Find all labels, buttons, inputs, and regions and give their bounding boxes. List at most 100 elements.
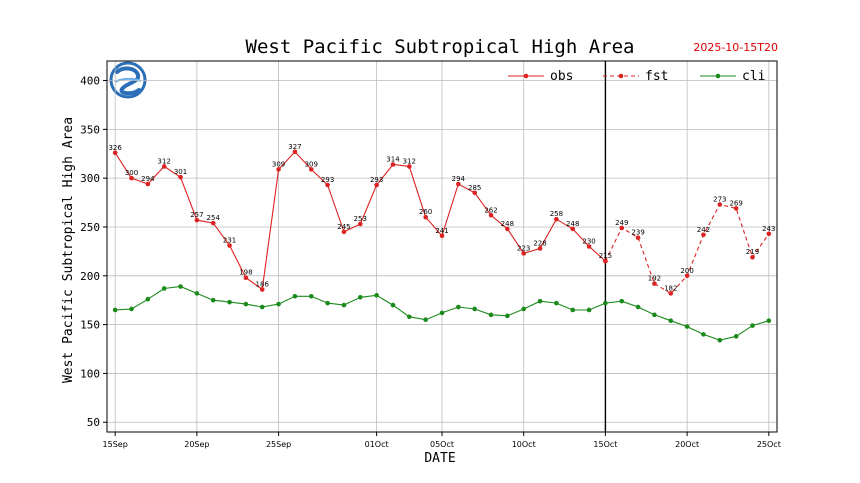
- series-layer: [112, 149, 772, 343]
- x-tick-label: 20Oct: [675, 440, 699, 449]
- series-fst: [603, 202, 772, 296]
- data-label-obs: 198: [239, 269, 252, 277]
- issue-timestamp: 2025-10-15T20: [693, 41, 778, 54]
- x-tick-label: 15Sep: [103, 440, 128, 449]
- y-tick-label: 100: [80, 367, 100, 380]
- data-point-cli: [243, 301, 249, 307]
- data-point-obs: [292, 149, 298, 155]
- data-point-obs: [439, 233, 445, 239]
- x-tick-label: 15Oct: [593, 440, 617, 449]
- data-point-obs: [178, 174, 183, 180]
- data-label-fst: 192: [648, 275, 661, 283]
- data-point-cli: [701, 332, 706, 337]
- y-axis-label: West Pacific Subtropical High Area: [61, 117, 76, 383]
- data-point-fst: [701, 232, 706, 238]
- data-point-cli: [488, 312, 494, 318]
- data-label-obs: 260: [419, 208, 432, 216]
- data-point-cli: [145, 296, 151, 302]
- x-tick-label: 10Oct: [512, 440, 536, 449]
- data-point-cli: [325, 300, 330, 306]
- data-point-cli: [603, 300, 608, 306]
- data-point-obs: [407, 164, 412, 169]
- data-label-fst: 242: [697, 226, 710, 234]
- data-point-cli: [521, 306, 527, 312]
- y-axis-ticks: 50 100 150 200 250 300 350 400: [80, 75, 107, 429]
- data-label-obs: 231: [223, 237, 236, 245]
- data-point-cli: [619, 298, 625, 304]
- x-tick-label: 05Oct: [430, 440, 454, 449]
- y-tick-label: 50: [87, 416, 100, 429]
- data-point-obs: [243, 275, 249, 281]
- data-point-obs: [586, 244, 592, 249]
- data-point-cli: [227, 299, 232, 305]
- y-tick-label: 400: [80, 75, 100, 88]
- data-point-obs: [227, 243, 232, 248]
- data-point-obs: [537, 246, 543, 251]
- data-point-cli: [505, 313, 510, 319]
- data-point-obs: [276, 167, 281, 172]
- data-point-obs: [456, 181, 461, 187]
- grid-lines: [107, 61, 777, 432]
- series-obs: [112, 149, 608, 292]
- data-point-cli: [407, 314, 412, 320]
- data-point-obs: [161, 164, 167, 169]
- data-point-cli: [766, 318, 772, 324]
- y-tick-label: 250: [80, 221, 100, 234]
- data-point-fst: [766, 231, 772, 237]
- data-label-obs: 294: [452, 175, 466, 183]
- data-point-fst: [635, 235, 641, 241]
- data-label-fst: 243: [762, 225, 775, 233]
- data-point-obs: [423, 214, 428, 220]
- data-point-obs: [308, 167, 314, 172]
- legend-marker-fst: [618, 73, 624, 79]
- data-point-obs: [145, 181, 151, 187]
- y-tick-label: 300: [80, 172, 100, 185]
- legend-marker-obs: [523, 73, 529, 79]
- data-label-obs: 186: [256, 280, 270, 288]
- x-axis-ticks: 15Sep 20Sep 25Sep 01Oct 05Oct 10Oct 15Oct 20Oct…: [103, 432, 781, 449]
- data-point-obs: [488, 212, 494, 218]
- data-label-obs: 312: [403, 157, 416, 165]
- series-cli: [112, 284, 772, 343]
- data-label-obs: 245: [337, 223, 350, 231]
- data-label-obs: 230: [582, 238, 595, 246]
- data-point-fst: [717, 202, 723, 207]
- data-point-cli: [390, 302, 396, 308]
- data-label-obs: 312: [158, 157, 171, 165]
- data-point-fst: [733, 206, 739, 211]
- data-point-cli: [210, 297, 216, 303]
- data-point-obs: [505, 226, 510, 232]
- data-point-obs: [210, 220, 216, 226]
- x-tick-label: 20Sep: [184, 440, 209, 449]
- legend-entry-obs: obs: [550, 69, 573, 84]
- x-tick-label: 01Oct: [365, 440, 389, 449]
- data-label-obs: 228: [533, 239, 546, 247]
- data-point-obs: [357, 221, 363, 227]
- data-label-fst: 219: [746, 248, 759, 256]
- data-label-fst: 249: [615, 219, 628, 227]
- data-label-obs: 215: [599, 252, 612, 260]
- data-label-obs: 223: [517, 244, 530, 252]
- data-label-obs: 300: [125, 169, 138, 177]
- data-point-obs: [390, 162, 396, 167]
- data-point-fst: [603, 258, 608, 264]
- data-label-obs: 309: [272, 160, 285, 168]
- data-point-cli: [717, 337, 723, 343]
- y-tick-label: 200: [80, 270, 100, 283]
- data-point-cli: [586, 307, 592, 313]
- data-point-obs: [112, 150, 118, 156]
- data-point-cli: [194, 291, 200, 296]
- data-label-obs: 309: [305, 160, 318, 168]
- data-point-cli: [635, 304, 641, 310]
- legend-marker-cli: [715, 73, 721, 79]
- data-point-cli: [537, 298, 543, 304]
- data-point-cli: [423, 317, 428, 323]
- data-point-cli: [472, 306, 477, 312]
- data-point-obs: [129, 175, 134, 181]
- data-label-fst: 182: [664, 284, 677, 292]
- data-point-cli: [308, 293, 314, 299]
- legend-entry-fst: fst: [645, 69, 668, 84]
- data-label-obs: 314: [386, 155, 400, 163]
- data-point-cli: [684, 324, 690, 329]
